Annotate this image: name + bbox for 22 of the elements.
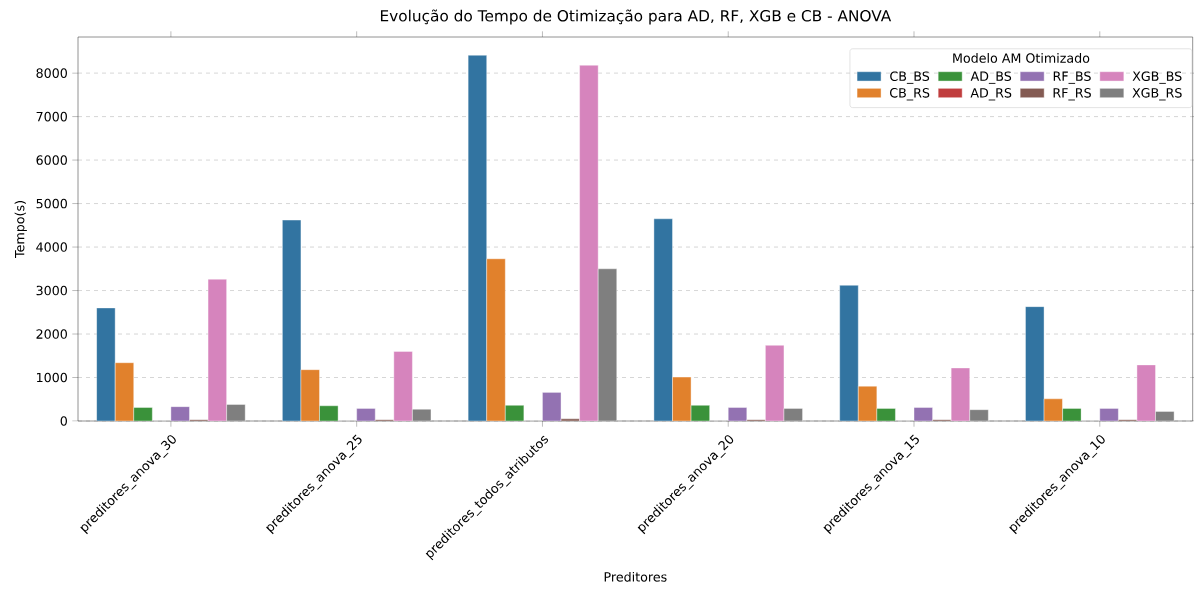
legend-label: RF_RS: [1053, 88, 1091, 101]
y-tick-label: 1000: [36, 372, 67, 383]
y-tick-label: 2000: [36, 329, 67, 339]
y-tick-label: 8000: [36, 68, 67, 78]
legend-label: XGB_BS: [1132, 71, 1182, 84]
y-tick-label: 4000: [36, 242, 67, 252]
bar: [486, 258, 506, 421]
legend-title: Modelo AM Otimizado: [953, 53, 1090, 63]
legend-label: AD_RS: [970, 88, 1012, 101]
chart-title: Evolução do Tempo de Otimização para AD, RF, XGB e CB - ANOVA: [380, 9, 892, 25]
legend-label: CB_BS: [890, 71, 930, 84]
legend-label: CB_RS: [889, 88, 930, 101]
y-tick-label: 7000: [36, 111, 67, 122]
y-tick-label: 3000: [36, 285, 67, 296]
y-tick-label: 6000: [36, 155, 67, 165]
legend-label: AD_BS: [970, 71, 1012, 84]
y-tick-label: 5000: [36, 198, 67, 209]
x-axis-title: Preditores: [604, 571, 667, 582]
legend-label: XGB_RS: [1132, 88, 1182, 101]
legend-label: RF_BS: [1053, 71, 1091, 84]
y-tick-label: 0: [60, 416, 67, 426]
y-axis-title: Tempo(s): [14, 201, 27, 259]
